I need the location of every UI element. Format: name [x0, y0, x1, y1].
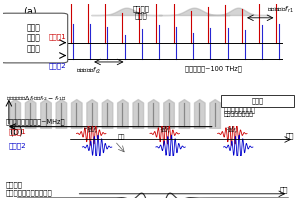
Text: 光コム2: 光コム2 [49, 62, 66, 69]
Text: 光コム2: 光コム2 [9, 142, 27, 149]
Text: ヘテロダイン検波: ヘテロダイン検波 [224, 112, 254, 117]
Text: 間隔周波数$f_{r2}$: 間隔周波数$f_{r2}$ [76, 66, 102, 76]
Text: $^{2}\!/\!\Delta f_r$: $^{2}\!/\!\Delta f_r$ [226, 126, 238, 136]
Text: 時間: 時間 [286, 132, 294, 139]
Text: マイクロ波周波数（~MHz）: マイクロ波周波数（~MHz） [6, 119, 65, 125]
FancyBboxPatch shape [0, 13, 68, 63]
Text: 時間: 時間 [280, 186, 288, 193]
Text: 光コム1: 光コム1 [49, 33, 66, 40]
Text: 光周波数（~100 THz）: 光周波数（~100 THz） [185, 66, 242, 72]
Text: 間隔周波数$f_{r1}$: 間隔周波数$f_{r1}$ [267, 5, 294, 15]
Text: (a): (a) [24, 7, 37, 17]
Text: 干渉信号
（インタフェログラム）: 干渉信号 （インタフェログラム） [6, 182, 53, 196]
FancyBboxPatch shape [220, 95, 294, 107]
Text: 複数のビート信号: 複数のビート信号 [224, 106, 256, 113]
Text: 間隔周波数差$\Delta f_r$（＝$f_{r2}-f_{r1}$）: 間隔周波数差$\Delta f_r$（＝$f_{r2}-f_{r1}$） [6, 94, 66, 103]
Text: 干渉: 干渉 [118, 135, 125, 140]
Text: 等間隔
広帯域
高精度: 等間隔 広帯域 高精度 [27, 23, 41, 53]
Text: 受光器: 受光器 [251, 98, 263, 104]
Text: 多種分子
の吸収: 多種分子 の吸収 [133, 5, 150, 19]
Text: 光コム1: 光コム1 [9, 129, 27, 135]
Text: (b): (b) [9, 126, 23, 136]
Text: $^{1}\!/\!\Delta f_r$: $^{1}\!/\!\Delta f_r$ [159, 126, 171, 136]
Text: $^{-1}\!/\!\Delta f_r$: $^{-1}\!/\!\Delta f_r$ [83, 126, 99, 136]
